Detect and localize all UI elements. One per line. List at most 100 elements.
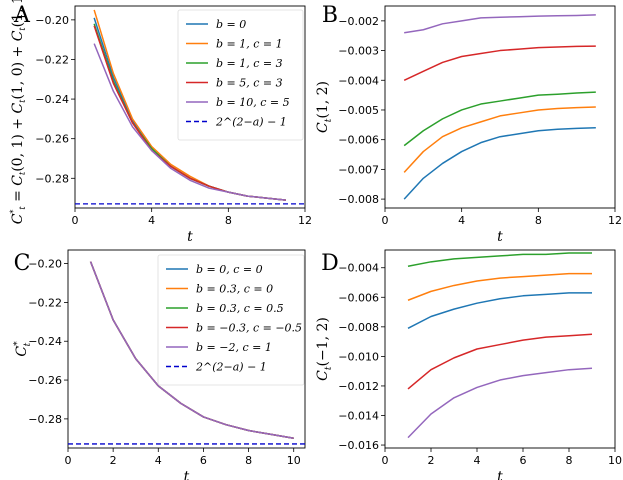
legend-entry: b = −0.3, c = −0.5 xyxy=(196,322,302,335)
y-axis-label: Ct(−1, 2) xyxy=(315,317,334,381)
y-tick-label: −0.007 xyxy=(338,163,379,176)
plot-area xyxy=(407,252,593,439)
x-tick-label: 8 xyxy=(535,214,542,227)
x-tick-label: 12 xyxy=(608,214,622,227)
x-tick-label: 0 xyxy=(382,454,389,467)
y-tick-label: −0.012 xyxy=(338,380,379,393)
y-tick-label: −0.010 xyxy=(338,350,379,363)
y-tick-label: −0.002 xyxy=(338,15,379,28)
x-tick-label: 10 xyxy=(608,454,622,467)
x-tick-label: 8 xyxy=(566,454,573,467)
y-axis-label-group: C*t xyxy=(13,341,33,357)
legend-entry: b = 0.3, c = 0.5 xyxy=(196,302,284,315)
series-line xyxy=(407,252,592,267)
y-tick-label: −0.014 xyxy=(338,409,379,422)
y-tick-label: −0.004 xyxy=(338,74,379,87)
panel-b: 0 4 8 12 −0.002 −0.003 −0.004 −0.005 −0.006 −0.00… xyxy=(315,3,622,245)
legend: b = 0 b = 1, c = 1 b = 1, c = 3 b = 5, c = … xyxy=(177,9,304,141)
y-tick-label: −0.20 xyxy=(28,258,62,271)
x-tick-label: 2 xyxy=(110,454,117,467)
x-tick-label: 4 xyxy=(474,454,481,467)
x-tick-label: 0 xyxy=(382,214,389,227)
series-line xyxy=(403,106,596,173)
legend-entry: b = 0, c = 0 xyxy=(196,263,263,276)
plot-frame xyxy=(384,249,616,449)
y-tick-label: −0.24 xyxy=(35,93,69,106)
x-axis-label: t xyxy=(497,469,503,480)
plot-frame xyxy=(384,5,616,209)
legend-entry: b = 1, c = 3 xyxy=(216,57,283,70)
y-tick-label: −0.28 xyxy=(35,172,69,185)
legend-entry: b = 0 xyxy=(216,18,246,31)
series-line xyxy=(93,43,286,201)
plot-frame xyxy=(74,5,306,209)
y-tick-label: −0.26 xyxy=(35,133,69,146)
legend-entry: b = 5, c = 3 xyxy=(216,77,283,90)
y-tick-label: −0.006 xyxy=(338,291,379,304)
legend: b = 0, c = 0 b = 0.3, c = 0 b = 0.3, c = 0… xyxy=(157,254,305,386)
y-tick-label: −0.20 xyxy=(35,14,69,27)
series-line xyxy=(407,272,592,301)
series-line xyxy=(407,292,592,329)
series-line xyxy=(403,91,596,147)
y-axis-label-group: Ct(−1, 2) xyxy=(315,317,334,381)
panel-label: A xyxy=(13,3,31,28)
y-tick-label: −0.006 xyxy=(338,134,379,147)
x-tick-label: 8 xyxy=(245,454,252,467)
y-tick-label: −0.008 xyxy=(338,321,379,334)
legend-entry: b = 1, c = 1 xyxy=(216,38,283,51)
y-tick-label: −0.003 xyxy=(338,45,379,58)
panel-d: 0 2 4 6 8 10 −0.004 −0.006 −0.008 −0.010 −0.012 −0.… xyxy=(315,249,622,480)
y-tick-label: −0.24 xyxy=(28,335,62,348)
y-tick-label: −0.008 xyxy=(338,193,379,206)
x-tick-label: 4 xyxy=(148,214,155,227)
y-axis-label-group: C*t = Ct(0, 1) + Ct(1, 0) + Ct(1, 1) xyxy=(9,0,27,224)
y-tick-label: −0.016 xyxy=(338,439,379,452)
panel-label: C xyxy=(14,251,31,276)
x-tick-label: 6 xyxy=(200,454,207,467)
y-tick-label: −0.22 xyxy=(28,296,62,309)
x-axis-label: t xyxy=(187,229,193,245)
legend-entry: b = 0.3, c = 0 xyxy=(196,283,273,296)
series-line xyxy=(403,127,596,200)
legend-entry: b = −2, c = 1 xyxy=(196,341,272,354)
x-tick-label: 8 xyxy=(225,214,232,227)
x-tick-label: 12 xyxy=(298,214,312,227)
legend-entry: b = 10, c = 5 xyxy=(216,96,290,109)
panel-a: 0 4 8 12 −0.20 −0.22 −0.24 −0.26 −0.28 t C*t = Ct(… xyxy=(9,0,313,245)
x-tick-label: 10 xyxy=(287,454,301,467)
x-axis-label: t xyxy=(497,229,503,245)
legend-box xyxy=(157,254,305,386)
panel-label: B xyxy=(322,3,338,28)
y-tick-label: −0.005 xyxy=(338,104,379,117)
x-axis-label: t xyxy=(184,469,190,480)
y-tick-label: −0.004 xyxy=(338,262,379,275)
y-tick-label: −0.28 xyxy=(28,413,62,426)
y-tick-label: −0.22 xyxy=(35,53,69,66)
series-line xyxy=(89,261,294,440)
plot-area xyxy=(75,9,305,205)
legend-entry: 2^(2−a) − 1 xyxy=(195,361,267,374)
panel-c: 0 2 4 6 8 10 −0.20 −0.22 −0.24 −0.26 −0.28 t C*t C b =… xyxy=(13,249,306,480)
plot-frame xyxy=(67,249,306,449)
x-tick-label: 4 xyxy=(458,214,465,227)
legend-box xyxy=(177,9,304,141)
panel-label: D xyxy=(321,251,339,276)
y-axis-label: C*t = Ct(0, 1) + Ct(1, 0) + Ct(1, 1) xyxy=(9,0,27,224)
series-line xyxy=(404,14,596,34)
series-line xyxy=(407,333,593,390)
x-tick-label: 6 xyxy=(520,454,527,467)
y-axis-label-group: Ct(1, 2) xyxy=(315,81,334,133)
x-tick-label: 2 xyxy=(428,454,435,467)
x-tick-label: 0 xyxy=(65,454,72,467)
y-tick-label: −0.26 xyxy=(28,374,62,387)
series-line xyxy=(407,367,593,439)
x-tick-label: 0 xyxy=(72,214,79,227)
x-tick-label: 4 xyxy=(155,454,162,467)
legend-entry: 2^(2−a) − 1 xyxy=(215,116,287,129)
series-line xyxy=(403,45,596,81)
y-axis-label: C*t xyxy=(13,341,33,357)
plot-area xyxy=(403,14,596,200)
plot-area xyxy=(68,261,305,445)
